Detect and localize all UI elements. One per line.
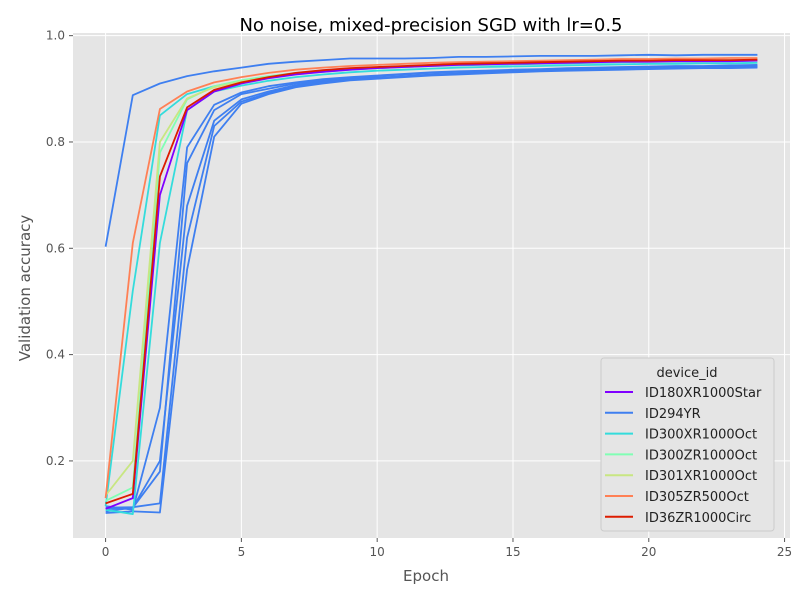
legend-label: ID300XR1000Oct xyxy=(645,428,757,443)
series-line xyxy=(105,66,758,514)
legend-label: ID305ZR500Oct xyxy=(645,490,749,505)
legend-label: ID300ZR1000Oct xyxy=(645,448,757,463)
legend: device_id ID180XR1000Star ID294YR ID300XR1… xyxy=(600,357,775,532)
x-tick-label: 15 xyxy=(505,545,520,559)
y-tick-label: 0.8 xyxy=(46,135,65,149)
y-axis-label: Validation accuracy xyxy=(16,215,34,362)
y-tick-label: 1.0 xyxy=(46,29,65,43)
series-line xyxy=(105,65,758,510)
legend-box xyxy=(600,357,775,532)
x-tick-label: 25 xyxy=(777,545,792,559)
x-tick-label: 10 xyxy=(370,545,385,559)
x-tick-labels: 0 5 10 15 20 25 xyxy=(102,538,792,559)
series-line xyxy=(105,59,758,510)
legend-label: ID180XR1000Star xyxy=(645,386,762,401)
x-tick-label: 5 xyxy=(238,545,246,559)
y-tick-label: 0.2 xyxy=(46,454,65,468)
y-tick-label: 0.4 xyxy=(46,348,65,362)
legend-entries: ID180XR1000Star ID294YR ID300XR1000Oct ID30… xyxy=(605,386,762,526)
x-axis-label: Epoch xyxy=(403,567,449,585)
y-tick-label: 0.6 xyxy=(46,241,65,255)
series-layer xyxy=(104,53,758,515)
x-tick-label: 20 xyxy=(641,545,656,559)
series-line xyxy=(104,57,758,499)
legend-label: ID301XR1000Oct xyxy=(645,469,757,484)
y-tick-labels: 0.2 0.4 0.6 0.8 1.0 xyxy=(46,29,73,468)
series-line xyxy=(104,53,758,247)
legend-label: ID36ZR1000Circ xyxy=(645,511,751,526)
legend-label: ID294YR xyxy=(645,407,701,422)
chart-title: No noise, mixed-precision SGD with lr=0.… xyxy=(239,15,622,36)
x-tick-label: 0 xyxy=(102,545,110,559)
grid-lines xyxy=(73,33,790,538)
legend-title: device_id xyxy=(656,366,717,381)
series-line xyxy=(105,58,758,505)
